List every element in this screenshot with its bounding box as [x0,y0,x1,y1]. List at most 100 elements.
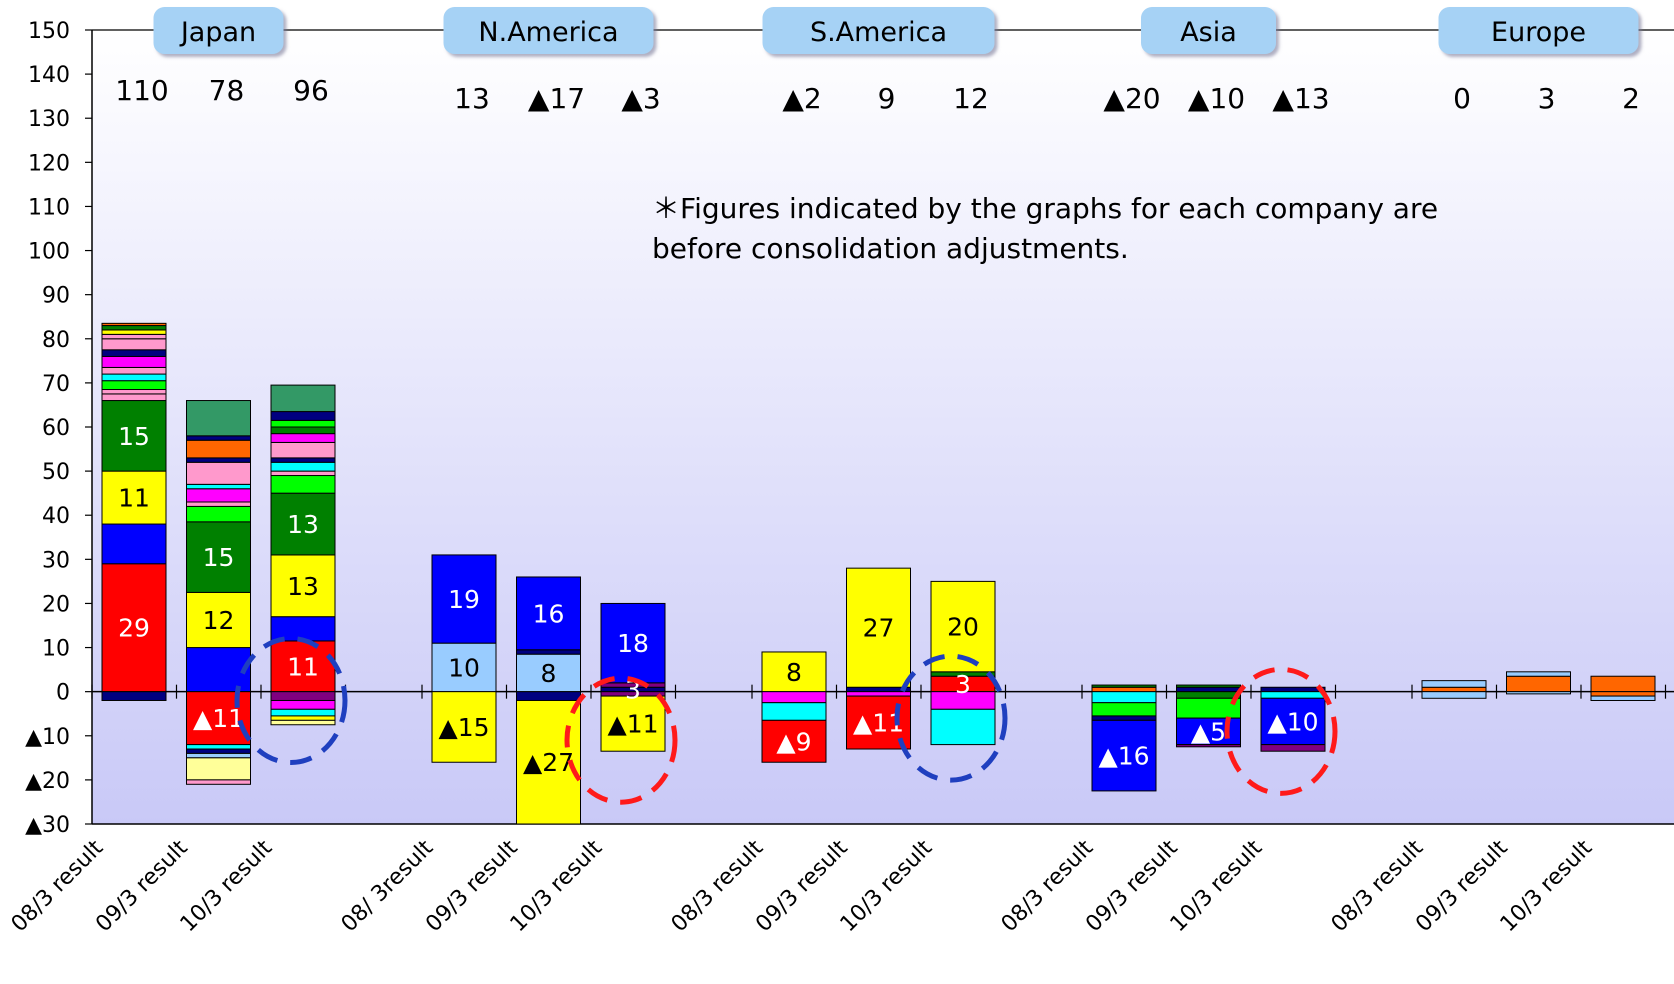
bar-segment [186,752,251,759]
bar-segment [186,748,251,754]
category-label: 10/3 result [176,835,278,937]
y-tick-label: 40 [42,504,70,529]
bar-segment [101,691,167,701]
bar-segment [186,647,251,693]
bar-segment [1590,691,1656,697]
bar-segment [1176,697,1241,719]
bar-segment [270,457,336,463]
region-total-label: 3 [1538,82,1556,115]
bar-segment [186,461,251,485]
data-label: 11 [287,652,319,681]
bar-segment [270,470,336,477]
bar-segment [1506,671,1571,677]
bar-segment [1421,686,1487,693]
bar-segment [186,757,251,781]
y-tick-label: 110 [28,195,70,220]
region-total-label: 96 [293,74,329,107]
bar-segment [101,349,167,357]
bar-segment [846,567,911,688]
bar-segment [186,483,251,490]
highlight-circle [894,653,1008,783]
bar-segment [101,373,167,382]
chart-note-line-1: ＊Figures indicated by the graphs for eac… [652,192,1438,225]
bar-segment [270,433,336,443]
data-label: 13 [287,510,319,539]
y-tick-label: 60 [42,416,70,441]
y-tick-label: 120 [28,151,70,176]
data-label: ▲10 [1267,707,1318,736]
bar-segment [600,695,666,752]
bar-segment [761,691,827,704]
region-header-box [762,7,995,54]
data-label: ▲15 [438,713,489,742]
region-total-label: ▲3 [621,82,660,115]
data-label: 12 [203,606,235,635]
data-label: 8 [786,658,802,687]
bar-segment [101,325,167,331]
region-total-label: ▲20 [1103,82,1160,115]
y-tick-label: 140 [28,63,70,88]
data-label: 18 [617,629,649,658]
bar-segment [1506,675,1571,693]
y-tick-label: 80 [42,328,70,353]
y-tick-label: 130 [28,107,70,132]
region-total-label: 0 [1453,82,1471,115]
bar-segment [270,640,336,693]
bar-segment [270,719,336,726]
bar-segment [186,501,251,507]
bar-segment [270,441,336,459]
category-label: 10/3 result [1496,835,1598,937]
bar-segment [600,602,666,684]
highlight-circle [234,635,348,765]
bar-segment [101,400,167,472]
bar-segment [270,419,336,428]
bar-segment [186,505,251,523]
y-tick-label: 100 [28,240,70,265]
bar-segment [101,338,167,351]
bar-segment [186,691,251,746]
bar-segment [1091,686,1157,693]
category-label: 10/3 result [506,835,608,937]
y-tick-label: 90 [42,284,70,309]
bar-segment [516,653,581,693]
y-tick-label: 10 [42,637,70,662]
data-label: 3 [955,670,971,699]
region-header-box [1141,7,1276,54]
bar-segment [101,333,167,340]
bar-segment [101,389,167,395]
bar-segment [1260,686,1326,693]
data-label: 11 [118,484,150,513]
bar-segment [186,591,251,649]
bar-segment [1260,691,1326,699]
y-tick-label: 50 [42,460,70,485]
bar-segment [431,554,497,644]
bar-segment [431,691,497,763]
region-total-label: ▲10 [1188,82,1245,115]
bar-segment [930,708,996,746]
category-label: 10/3 result [1166,835,1268,937]
region-total-label: 13 [454,82,490,115]
y-tick-label: 70 [42,372,70,397]
data-label: ▲27 [523,748,574,777]
bar-segment [101,322,167,327]
bar-segment [1091,715,1157,721]
bar-segment [1421,691,1487,699]
chart-note-line-2: before consolidation adjustments. [652,232,1129,265]
region-total-label: 9 [878,82,896,115]
bar-segment [186,439,251,459]
data-label: ▲11 [607,710,658,739]
region-name: Europe [1491,17,1586,48]
y-tick-label: ▲10 [25,725,70,750]
data-label: 20 [947,613,979,642]
bar-segment [761,719,827,763]
region-total-label: 110 [115,74,168,107]
region-name: S.America [810,17,947,48]
bar-segment [1176,684,1241,688]
y-tick-label: ▲30 [25,813,70,838]
data-label: 15 [203,543,235,572]
bar-segment [516,649,581,655]
bar-segment [186,521,251,593]
data-label: 29 [118,614,150,643]
region-name: N.America [478,17,618,48]
bar-segment [1176,744,1241,748]
